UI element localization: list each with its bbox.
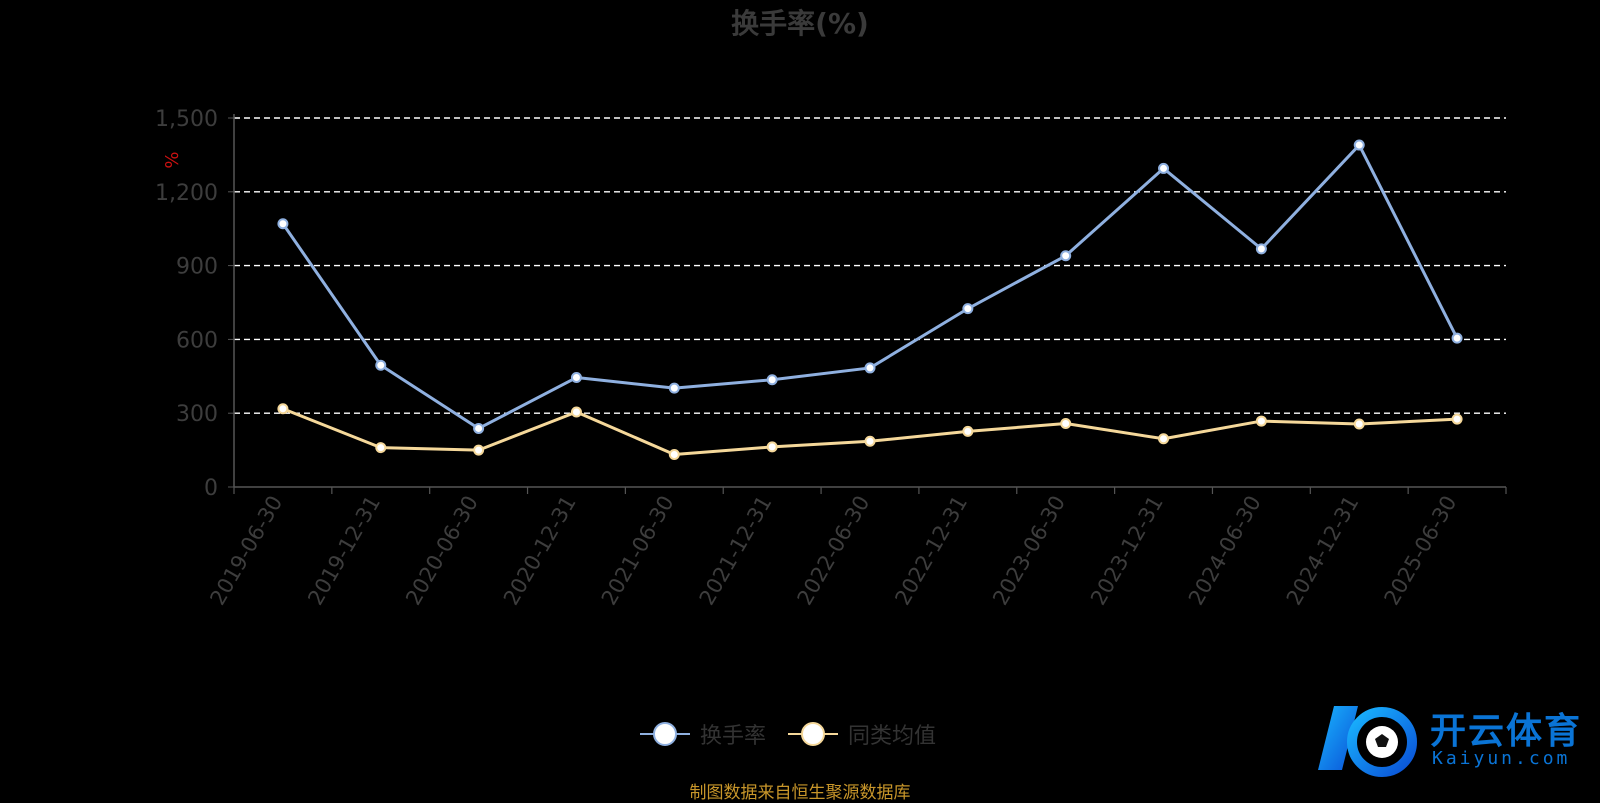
x-tick-label: 2024-06-30 — [1184, 492, 1266, 610]
data-source-note: 制图数据来自恒生聚源数据库 — [689, 783, 911, 803]
chart-title: 换手率(%) — [731, 7, 869, 40]
logo-name: 开云体育 — [1430, 711, 1583, 752]
legend-marker-icon — [640, 722, 690, 746]
legend-item-series-1[interactable]: 同类均值 — [788, 718, 936, 750]
data-point[interactable] — [1353, 418, 1365, 430]
x-tick-label: 2022-12-31 — [890, 492, 972, 610]
data-point[interactable] — [1451, 332, 1463, 344]
x-tick-label: 2023-06-30 — [988, 492, 1070, 610]
series-1 — [277, 403, 1463, 461]
data-point[interactable] — [668, 449, 680, 461]
legend-marker-icon — [788, 722, 839, 746]
data-point[interactable] — [1060, 418, 1072, 430]
data-point[interactable] — [1158, 162, 1170, 174]
data-point[interactable] — [864, 362, 876, 374]
y-tick-label: 300 — [176, 402, 218, 427]
series-0 — [277, 139, 1463, 434]
legend: 换手率 同类均值 — [640, 718, 936, 750]
data-point[interactable] — [1158, 433, 1170, 445]
data-point[interactable] — [570, 372, 582, 384]
x-tick-label: 2024-12-31 — [1282, 492, 1364, 610]
x-tick-label: 2020-06-30 — [401, 491, 483, 609]
x-tick-label: 2025-06-30 — [1380, 492, 1462, 610]
data-point[interactable] — [766, 374, 778, 386]
x-tick-label: 2023-12-31 — [1086, 492, 1168, 610]
data-point[interactable] — [962, 303, 974, 315]
data-point[interactable] — [473, 444, 485, 456]
y-tick-label: 0 — [204, 476, 218, 501]
soccer-ball-logo-icon — [1318, 706, 1417, 777]
series-layer — [277, 139, 1463, 461]
data-point[interactable] — [277, 218, 289, 230]
logo-url: Kaiyun.com — [1432, 748, 1571, 769]
y-tick-label: 900 — [176, 255, 218, 280]
data-point[interactable] — [668, 382, 680, 394]
data-point[interactable] — [1255, 243, 1267, 255]
axes — [233, 114, 1507, 494]
data-point[interactable] — [766, 441, 778, 453]
data-point[interactable] — [1060, 250, 1072, 262]
series-line — [281, 143, 1459, 430]
legend-label: 同类均值 — [848, 724, 937, 749]
data-point[interactable] — [570, 406, 582, 418]
y-tick-labels: 0 300 600 900 1,200 1,500 — [155, 107, 218, 501]
data-point[interactable] — [1255, 415, 1267, 427]
x-tick-labels: 2019-06-30 2019-12-31 2020-06-30 2020-12-31… — [205, 491, 1461, 609]
data-point[interactable] — [1353, 139, 1365, 151]
data-point[interactable] — [375, 442, 387, 454]
legend-item-series-0[interactable]: 换手率 — [640, 718, 766, 750]
data-point[interactable] — [375, 359, 387, 371]
x-tick-label: 2019-06-30 — [205, 492, 287, 610]
data-point[interactable] — [864, 435, 876, 447]
y-tick-label: 1,500 — [155, 107, 218, 132]
x-tick-label: 2021-06-30 — [597, 492, 679, 610]
y-tick-label: 600 — [176, 328, 218, 353]
kaiyun-logo: 开云体育 Kaiyun.com — [1312, 698, 1592, 778]
data-point[interactable] — [1451, 413, 1463, 425]
x-tick-label: 2019-12-31 — [303, 492, 385, 610]
data-point[interactable] — [473, 422, 485, 434]
y-axis-label: % — [162, 151, 183, 168]
y-tick-label: 1,200 — [155, 181, 218, 206]
x-tick-label: 2022-06-30 — [793, 492, 875, 610]
data-point[interactable] — [962, 425, 974, 437]
x-tick-label: 2021-12-31 — [695, 492, 777, 610]
x-tick-label: 2020-12-31 — [499, 492, 581, 610]
data-point[interactable] — [277, 403, 289, 415]
legend-label: 换手率 — [700, 724, 767, 749]
gridlines — [228, 117, 1506, 488]
